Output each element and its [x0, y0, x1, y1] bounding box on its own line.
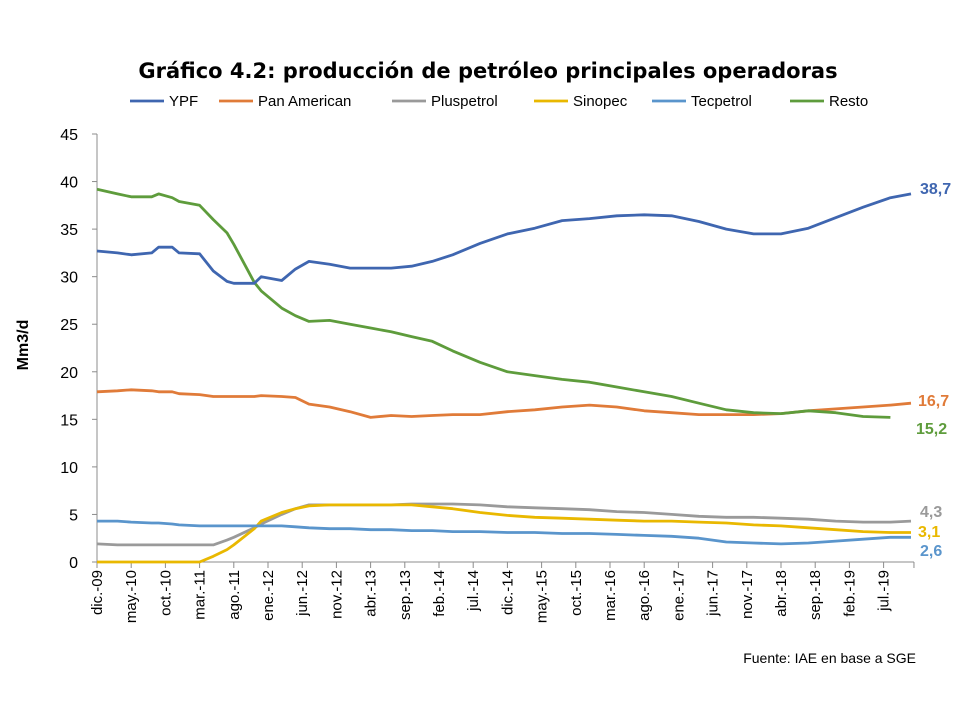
y-tick-label: 20	[60, 365, 78, 382]
legend-label: Pan American	[258, 93, 351, 110]
legend-label: Pluspetrol	[431, 93, 498, 110]
series-line-pluspetrol	[96, 502, 912, 547]
legend-label: Tecpetrol	[691, 93, 752, 110]
x-tick-label: sep.-18	[807, 570, 824, 620]
chart-title: Gráfico 4.2: producción de petróleo prin…	[138, 59, 837, 83]
x-tick-label: nov.-17	[739, 570, 756, 619]
x-tick-label: jul.-19	[876, 570, 893, 612]
x-tick-label: feb.-19	[841, 570, 858, 617]
legend-label: Resto	[829, 93, 868, 110]
source-note: Fuente: IAE en base a SGE	[743, 650, 916, 666]
y-tick-label: 45	[60, 127, 78, 144]
y-tick-label: 10	[60, 460, 78, 477]
end-label-pan-american: 16,7	[918, 393, 949, 410]
series-lines	[96, 187, 912, 564]
x-tick-label: oct.-15	[568, 570, 585, 616]
end-label-tecpetrol: 2,6	[920, 543, 942, 560]
end-label-resto: 15,2	[916, 421, 947, 438]
x-tick-label: ene.-12	[260, 570, 277, 621]
end-label-pluspetrol: 4,3	[920, 504, 942, 521]
x-tick-label: mar.-11	[192, 570, 209, 620]
legend: YPF Pan American Pluspetrol Sinopec Tecpetro…	[130, 93, 868, 110]
series-line-resto	[96, 187, 891, 419]
series-line-tecpetrol	[97, 519, 911, 546]
y-tick-label: 25	[60, 317, 78, 334]
x-tick-label: ago.-11	[226, 570, 243, 620]
x-axis: dic.-09 may.-10 oct.-10 mar.-11 ago.-11 ene.-…	[89, 561, 915, 623]
y-tick-label: 5	[69, 507, 78, 524]
y-axis: 0 5 10 15 20 25 30 35 40 45	[60, 127, 98, 572]
x-tick-label: sep.-13	[397, 570, 414, 620]
x-tick-label: may.-10	[123, 570, 140, 623]
end-label-ypf: 38,7	[920, 181, 951, 198]
end-label-sinopec: 3,1	[918, 524, 940, 541]
x-tick-label: ene.-17	[670, 570, 687, 621]
x-tick-label: jun.-12	[294, 570, 311, 617]
series-line-pan-american	[96, 388, 912, 419]
x-tick-label: feb.-14	[431, 570, 448, 617]
x-tick-label: may.-15	[534, 570, 551, 623]
y-tick-label: 15	[60, 412, 78, 429]
legend-label: Sinopec	[573, 93, 628, 110]
series-line-sinopec	[97, 503, 911, 564]
x-tick-label: jun.-17	[705, 570, 722, 617]
x-tick-label: ago.-16	[636, 570, 653, 621]
y-tick-label: 30	[60, 270, 78, 287]
y-tick-label: 40	[60, 175, 78, 192]
x-tick-label: jul.-14	[465, 570, 482, 612]
end-labels: 38,7 16,7 4,3 3,1 2,6 15,2	[916, 181, 951, 560]
x-tick-label: abr.-18	[773, 570, 790, 617]
y-tick-label: 35	[60, 222, 78, 239]
x-tick-label: mar.-16	[602, 570, 619, 621]
x-tick-label: dic.-14	[499, 570, 516, 615]
x-tick-label: nov.-12	[328, 570, 345, 619]
legend-label: YPF	[169, 93, 198, 110]
x-tick-label: oct.-10	[157, 570, 174, 616]
x-tick-label: abr.-13	[363, 570, 380, 617]
y-axis-label: Mm3/d	[15, 320, 32, 371]
y-tick-label: 0	[69, 555, 78, 572]
series-line-ypf	[96, 192, 912, 285]
x-tick-label: dic.-09	[89, 570, 106, 615]
